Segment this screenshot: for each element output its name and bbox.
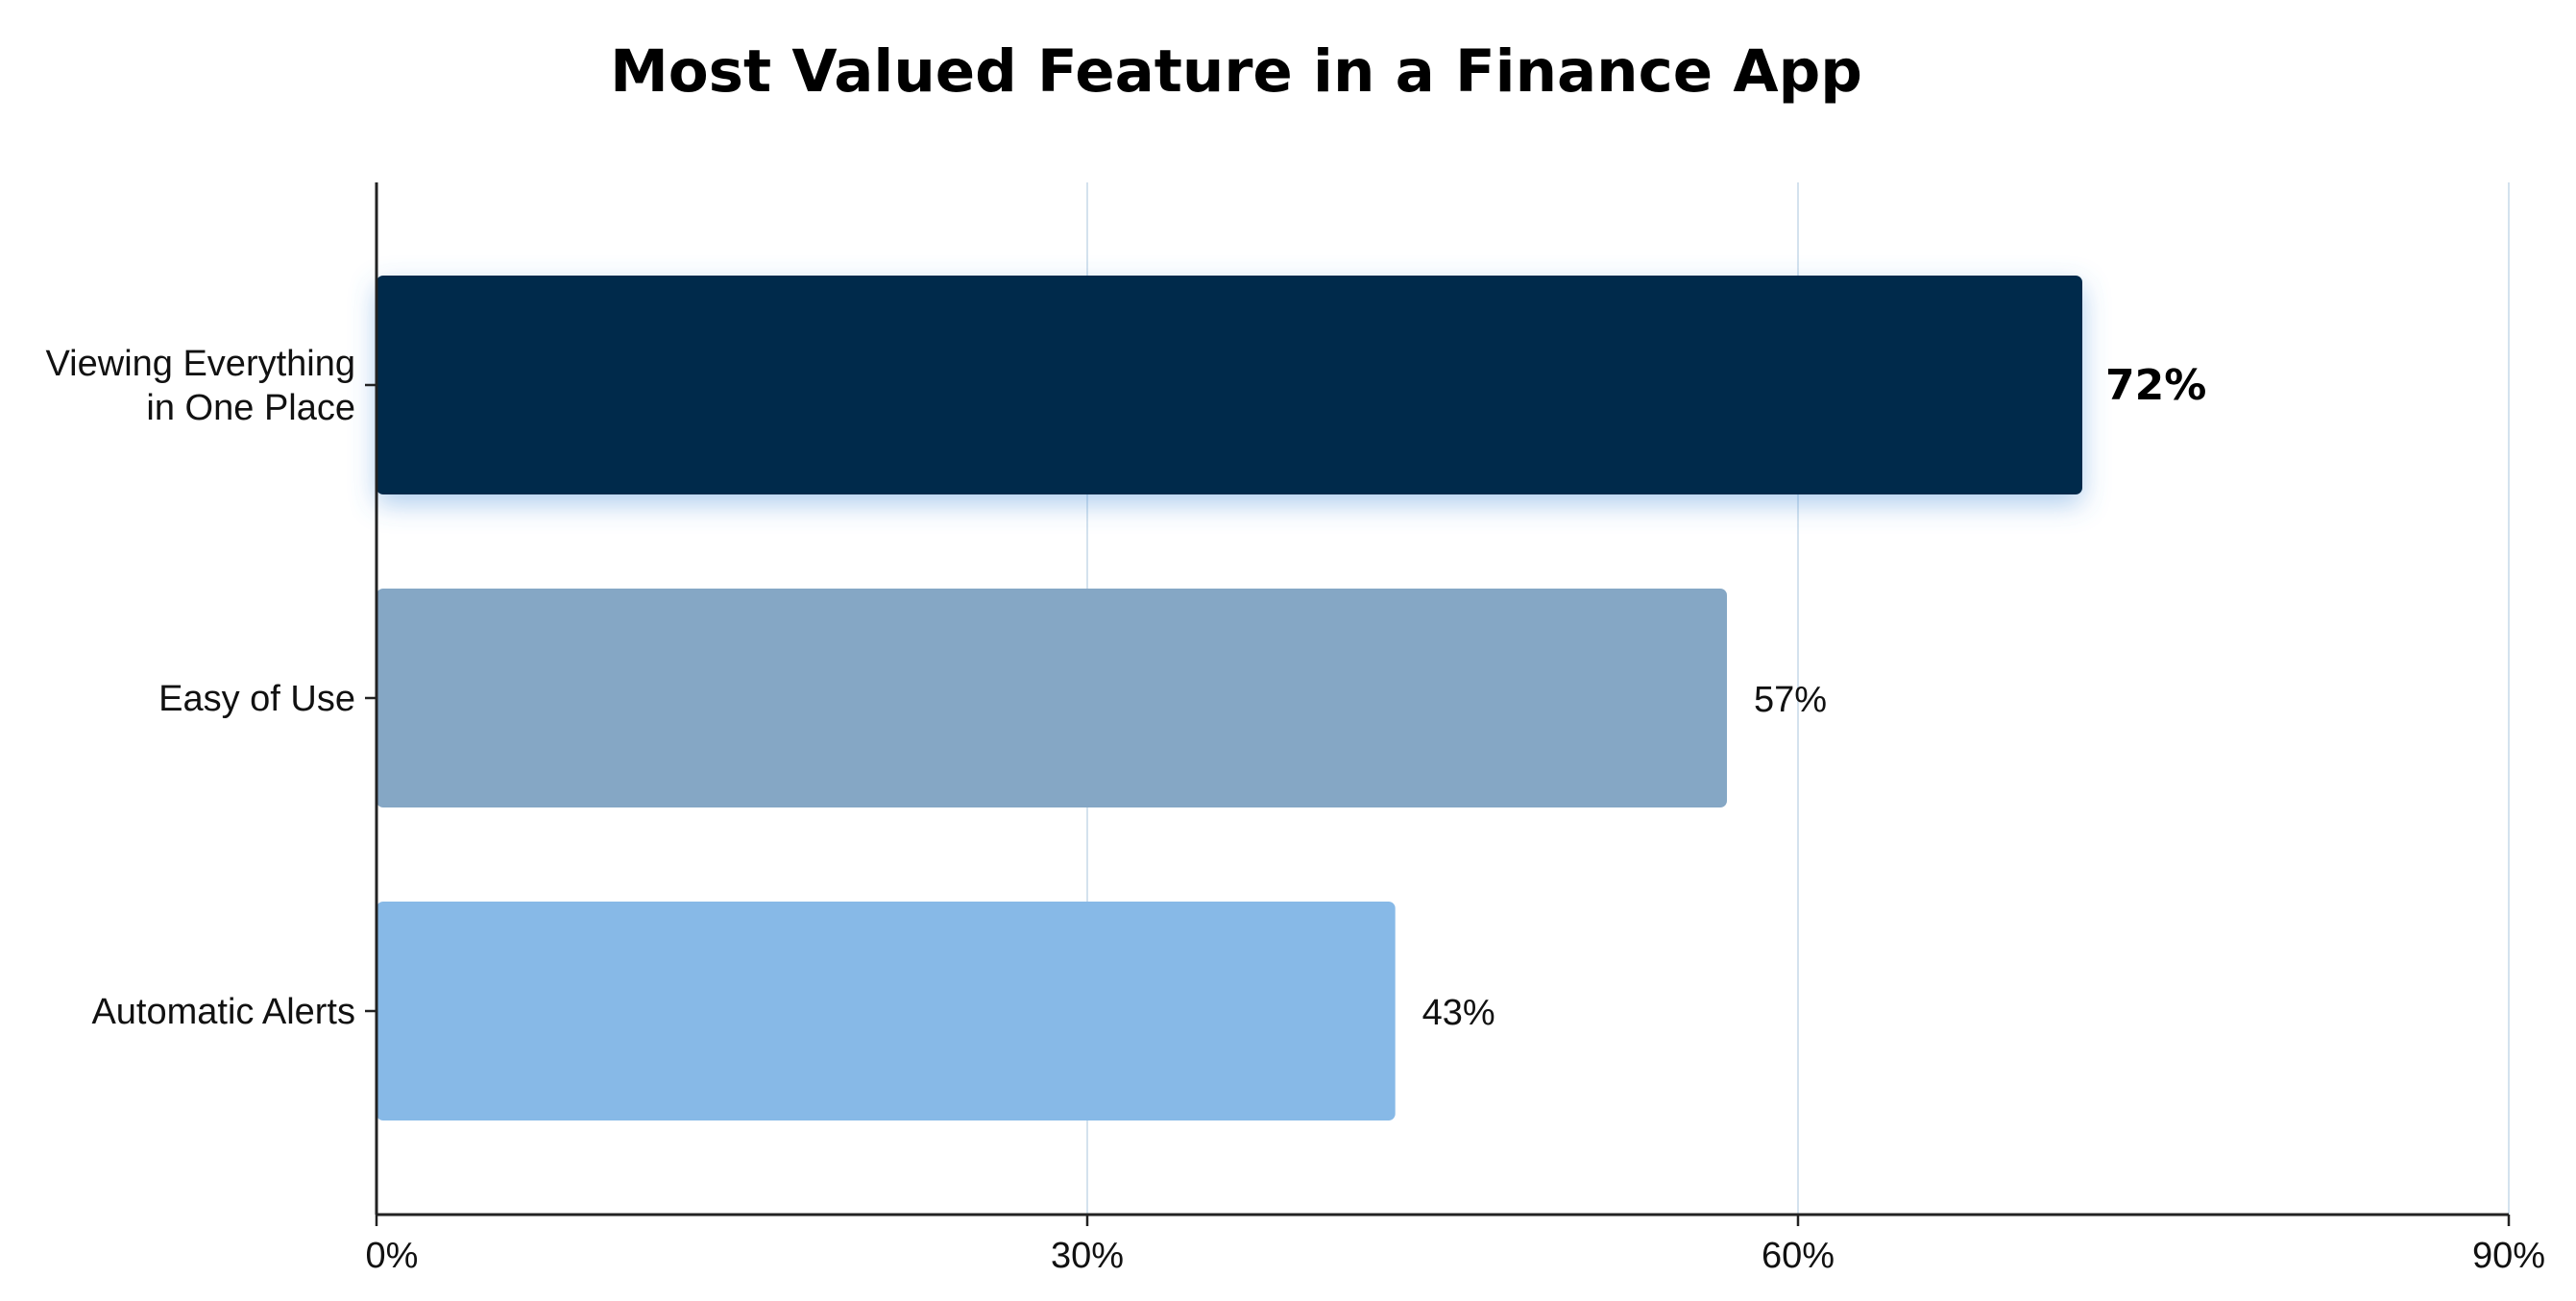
- category-label-line: Automatic Alerts: [91, 992, 355, 1032]
- bar-1: [377, 589, 1727, 807]
- x-tick-label: 90%: [2472, 1236, 2545, 1276]
- bars: [377, 276, 2082, 1120]
- category-label-line: Easy of Use: [158, 679, 355, 719]
- category-label: Viewing Everything in One Place: [46, 344, 355, 428]
- x-tick-label: 60%: [1762, 1236, 1835, 1276]
- bar-0: [377, 276, 2082, 494]
- bar-2: [377, 902, 1396, 1120]
- category-label: Easy of Use: [158, 679, 355, 719]
- category-label-line: in One Place: [146, 388, 355, 428]
- labels: 72% Viewing Everything in One Place 57% Easy…: [46, 344, 2546, 1276]
- chart-title: Most Valued Feature in a Finance App: [610, 37, 1862, 106]
- axes: [365, 182, 2511, 1226]
- bar-value-label: 43%: [1422, 993, 1495, 1033]
- x-tick-label: 30%: [1051, 1236, 1124, 1276]
- category-label: Automatic Alerts: [91, 992, 355, 1032]
- bar-value-label: 72%: [2105, 361, 2206, 410]
- bar-value-label: 57%: [1754, 680, 1827, 720]
- category-label-line: Viewing Everything: [46, 344, 355, 384]
- x-tick-label: 0%: [366, 1236, 419, 1276]
